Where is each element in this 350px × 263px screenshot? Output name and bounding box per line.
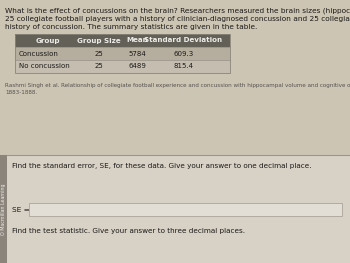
Text: SE =: SE = bbox=[12, 207, 30, 213]
Text: Rashmi Singh et al. Relationship of collegiate football experience and concussio: Rashmi Singh et al. Relationship of coll… bbox=[5, 83, 350, 88]
Text: Mean: Mean bbox=[126, 38, 148, 43]
Bar bbox=[15, 34, 230, 73]
Text: Find the test statistic. Give your answer to three decimal places.: Find the test statistic. Give your answe… bbox=[12, 228, 245, 234]
Text: No concussion: No concussion bbox=[19, 63, 70, 69]
Text: history of concussion. The summary statistics are given in the table.: history of concussion. The summary stati… bbox=[5, 24, 257, 30]
Bar bbox=[0, 155, 350, 263]
Text: 25 collegiate football players with a history of clinician-diagnosed concussion : 25 collegiate football players with a hi… bbox=[5, 16, 350, 22]
Text: 609.3: 609.3 bbox=[173, 50, 194, 57]
Text: 25: 25 bbox=[94, 50, 103, 57]
Text: Standard Deviation: Standard Deviation bbox=[145, 38, 223, 43]
Text: Group Size: Group Size bbox=[77, 38, 121, 43]
Bar bbox=[29, 203, 342, 216]
Bar bbox=[15, 47, 230, 60]
Bar bbox=[0, 155, 7, 263]
Text: O Macmillan Learning: O Macmillan Learning bbox=[1, 183, 6, 235]
Text: Group: Group bbox=[35, 38, 60, 43]
Text: What is the effect of concussions on the brain? Researchers measured the brain s: What is the effect of concussions on the… bbox=[5, 7, 350, 13]
Text: Find the standard error, SE, for these data. Give your answer to one decimal pla: Find the standard error, SE, for these d… bbox=[12, 163, 311, 169]
Bar bbox=[15, 34, 230, 47]
Text: 25: 25 bbox=[94, 63, 103, 69]
Bar bbox=[15, 60, 230, 73]
Text: 1883-1888.: 1883-1888. bbox=[5, 89, 37, 94]
Text: 5784: 5784 bbox=[128, 50, 146, 57]
Text: 6489: 6489 bbox=[128, 63, 146, 69]
Text: 815.4: 815.4 bbox=[174, 63, 194, 69]
Text: Concussion: Concussion bbox=[19, 50, 59, 57]
